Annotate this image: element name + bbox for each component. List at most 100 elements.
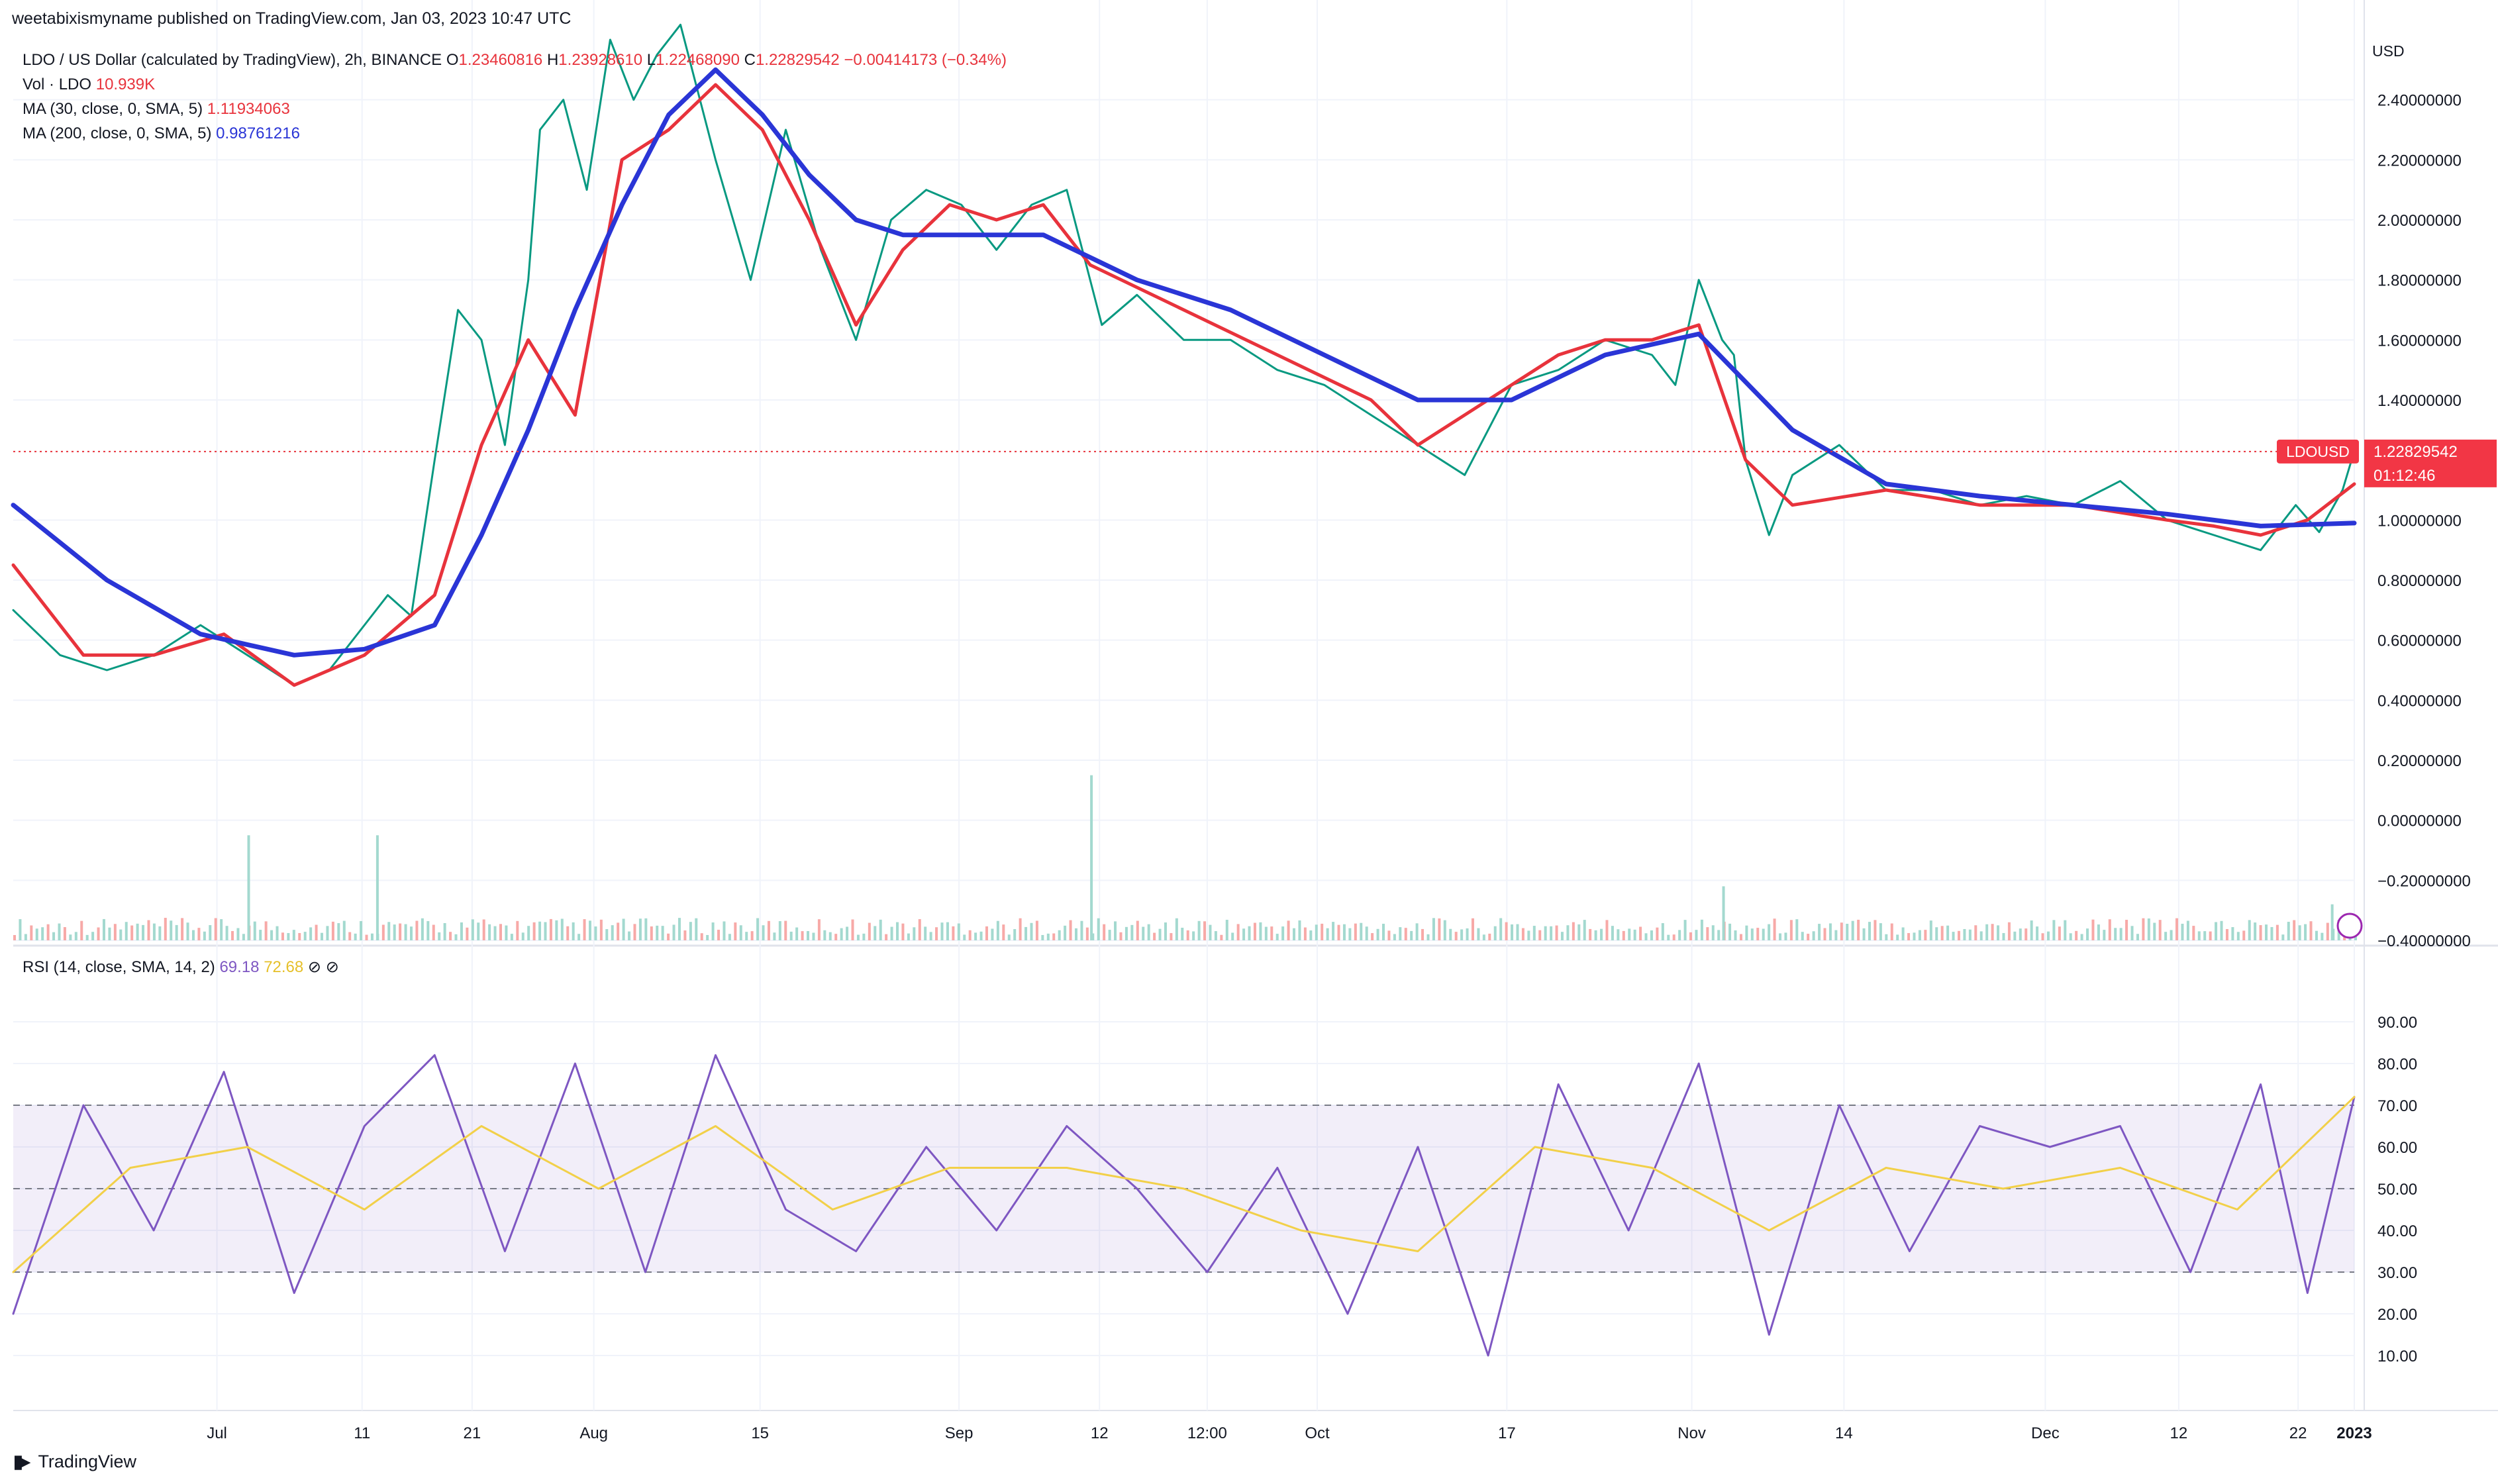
volume-bar bbox=[454, 934, 458, 940]
volume-bar bbox=[2114, 928, 2117, 940]
volume-bar bbox=[2086, 928, 2089, 940]
volume-bar bbox=[35, 928, 38, 940]
volume-bar bbox=[2097, 924, 2100, 940]
price-axis-currency[interactable]: USD bbox=[2372, 42, 2405, 60]
volume-bar bbox=[801, 931, 804, 940]
volume-bar bbox=[1119, 932, 1123, 940]
volume-bar bbox=[1818, 924, 1821, 940]
volume-bar bbox=[315, 924, 318, 940]
rsi-tick-label: 90.00 bbox=[2377, 1014, 2417, 1032]
legend-ohlc-low-label: L bbox=[646, 51, 656, 69]
volume-bar bbox=[370, 933, 374, 940]
volume-bar bbox=[874, 926, 877, 940]
volume-bar bbox=[1985, 924, 1989, 940]
volume-bar bbox=[1505, 922, 1508, 940]
volume-spike-bar bbox=[1090, 775, 1093, 940]
legend-symbol[interactable]: LDO / US Dollar (calculated by TradingVi… bbox=[23, 51, 442, 69]
volume-bar bbox=[2192, 926, 2195, 940]
price-tick-label: 0.00000000 bbox=[2377, 813, 2462, 830]
volume-bar bbox=[2103, 930, 2106, 940]
series-layer bbox=[11, 23, 2357, 1357]
price-tick-label: −0.40000000 bbox=[2377, 932, 2471, 950]
volume-bar bbox=[1019, 918, 1022, 940]
volume-bar bbox=[1784, 932, 1787, 940]
rsi-tick-label: 60.00 bbox=[2377, 1139, 2417, 1157]
time-tick-label: Oct bbox=[1305, 1424, 1330, 1442]
volume-bar bbox=[2091, 919, 2095, 940]
volume-bar bbox=[667, 933, 670, 940]
volume-bar bbox=[2265, 924, 2268, 940]
volume-bar bbox=[1030, 922, 1033, 940]
volume-bar bbox=[795, 927, 799, 940]
tradingview-brand[interactable]: ▮▸ TradingView bbox=[13, 1452, 136, 1472]
volume-bar bbox=[1376, 928, 1379, 940]
volume-bar bbox=[1600, 928, 1603, 940]
volume-bar bbox=[1493, 926, 1497, 940]
legend-symbol-row: LDO / US Dollar (calculated by TradingVi… bbox=[23, 48, 1007, 72]
volume-bar bbox=[767, 920, 770, 940]
volume-bar bbox=[1823, 928, 1826, 940]
volume-bar bbox=[611, 925, 614, 940]
legend-ma200-value: 0.98761216 bbox=[216, 124, 300, 142]
volume-bar bbox=[365, 934, 368, 940]
volume-bar bbox=[572, 922, 575, 940]
rsi-tick-label: 70.00 bbox=[2377, 1097, 2417, 1115]
time-tick-label: 17 bbox=[1498, 1424, 1516, 1442]
symbol-badge: LDOUSD bbox=[2286, 443, 2350, 460]
volume-bar bbox=[856, 934, 860, 940]
volume-bar bbox=[560, 918, 564, 940]
legend-volume-row[interactable]: Vol · LDO 10.939K bbox=[23, 72, 1007, 97]
volume-bar bbox=[2215, 922, 2218, 940]
volume-bar bbox=[1332, 922, 1335, 940]
legend-ohlc-close-label: C bbox=[744, 51, 756, 69]
volume-bar bbox=[1499, 918, 1503, 940]
volume-bar bbox=[1085, 927, 1089, 940]
volume-bar bbox=[175, 924, 178, 940]
volume-bar bbox=[807, 931, 810, 940]
volume-bar bbox=[1879, 923, 1882, 940]
volume-bar bbox=[2248, 920, 2251, 940]
volume-bar bbox=[1130, 924, 1134, 940]
volume-bar bbox=[739, 925, 742, 940]
volume-bar bbox=[773, 932, 776, 940]
volume-bar bbox=[1382, 923, 1385, 940]
rsi-hidden-icons[interactable]: ⊘ ⊘ bbox=[307, 958, 339, 976]
legend-ma30-row[interactable]: MA (30, close, 0, SMA, 5) 1.11934063 bbox=[23, 97, 1007, 121]
volume-bar bbox=[1868, 922, 1872, 940]
rsi-legend[interactable]: RSI (14, close, SMA, 14, 2) 69.18 72.68 … bbox=[23, 958, 339, 977]
volume-bar bbox=[1560, 932, 1564, 940]
rsi-legend-label: RSI (14, close, SMA, 14, 2) bbox=[23, 958, 215, 976]
volume-bar bbox=[1360, 922, 1363, 940]
volume-bar bbox=[1874, 920, 1877, 940]
legend-ma200-row[interactable]: MA (200, close, 0, SMA, 5) 0.98761216 bbox=[23, 121, 1007, 146]
rsi-tick-label: 50.00 bbox=[2377, 1181, 2417, 1199]
volume-bar bbox=[823, 930, 826, 940]
volume-bar bbox=[1890, 923, 1893, 940]
volume-bar bbox=[991, 928, 994, 940]
volume-bar bbox=[24, 934, 27, 940]
price-tick-label: 0.80000000 bbox=[2377, 572, 2462, 590]
volume-bar bbox=[890, 926, 893, 940]
legend-ma200-label: MA (200, close, 0, SMA, 5) bbox=[23, 124, 212, 142]
volume-bar bbox=[521, 932, 525, 940]
volume-bar bbox=[650, 926, 653, 940]
volume-bar bbox=[946, 922, 949, 940]
volume-bar bbox=[879, 919, 882, 940]
volume-bar bbox=[1896, 934, 1899, 940]
axis-layer: 2.40000000 2.20000000 2.00000000 1.80000000… bbox=[207, 92, 2497, 1442]
price-tick-label: 2.20000000 bbox=[2377, 152, 2462, 170]
volume-bar bbox=[1661, 923, 1664, 940]
volume-bar bbox=[1728, 923, 1732, 940]
volume-bar bbox=[918, 919, 921, 940]
volume-bar bbox=[2013, 931, 2017, 940]
volume-bar bbox=[1734, 930, 1737, 940]
price-tick-label: 0.40000000 bbox=[2377, 692, 2462, 710]
volume-bar bbox=[2298, 925, 2301, 940]
volume-bar bbox=[862, 933, 866, 940]
volume-bar bbox=[1488, 933, 1491, 940]
volume-spike-bar bbox=[1722, 886, 1725, 940]
volume-bar bbox=[505, 925, 508, 940]
volume-bar bbox=[30, 925, 33, 940]
